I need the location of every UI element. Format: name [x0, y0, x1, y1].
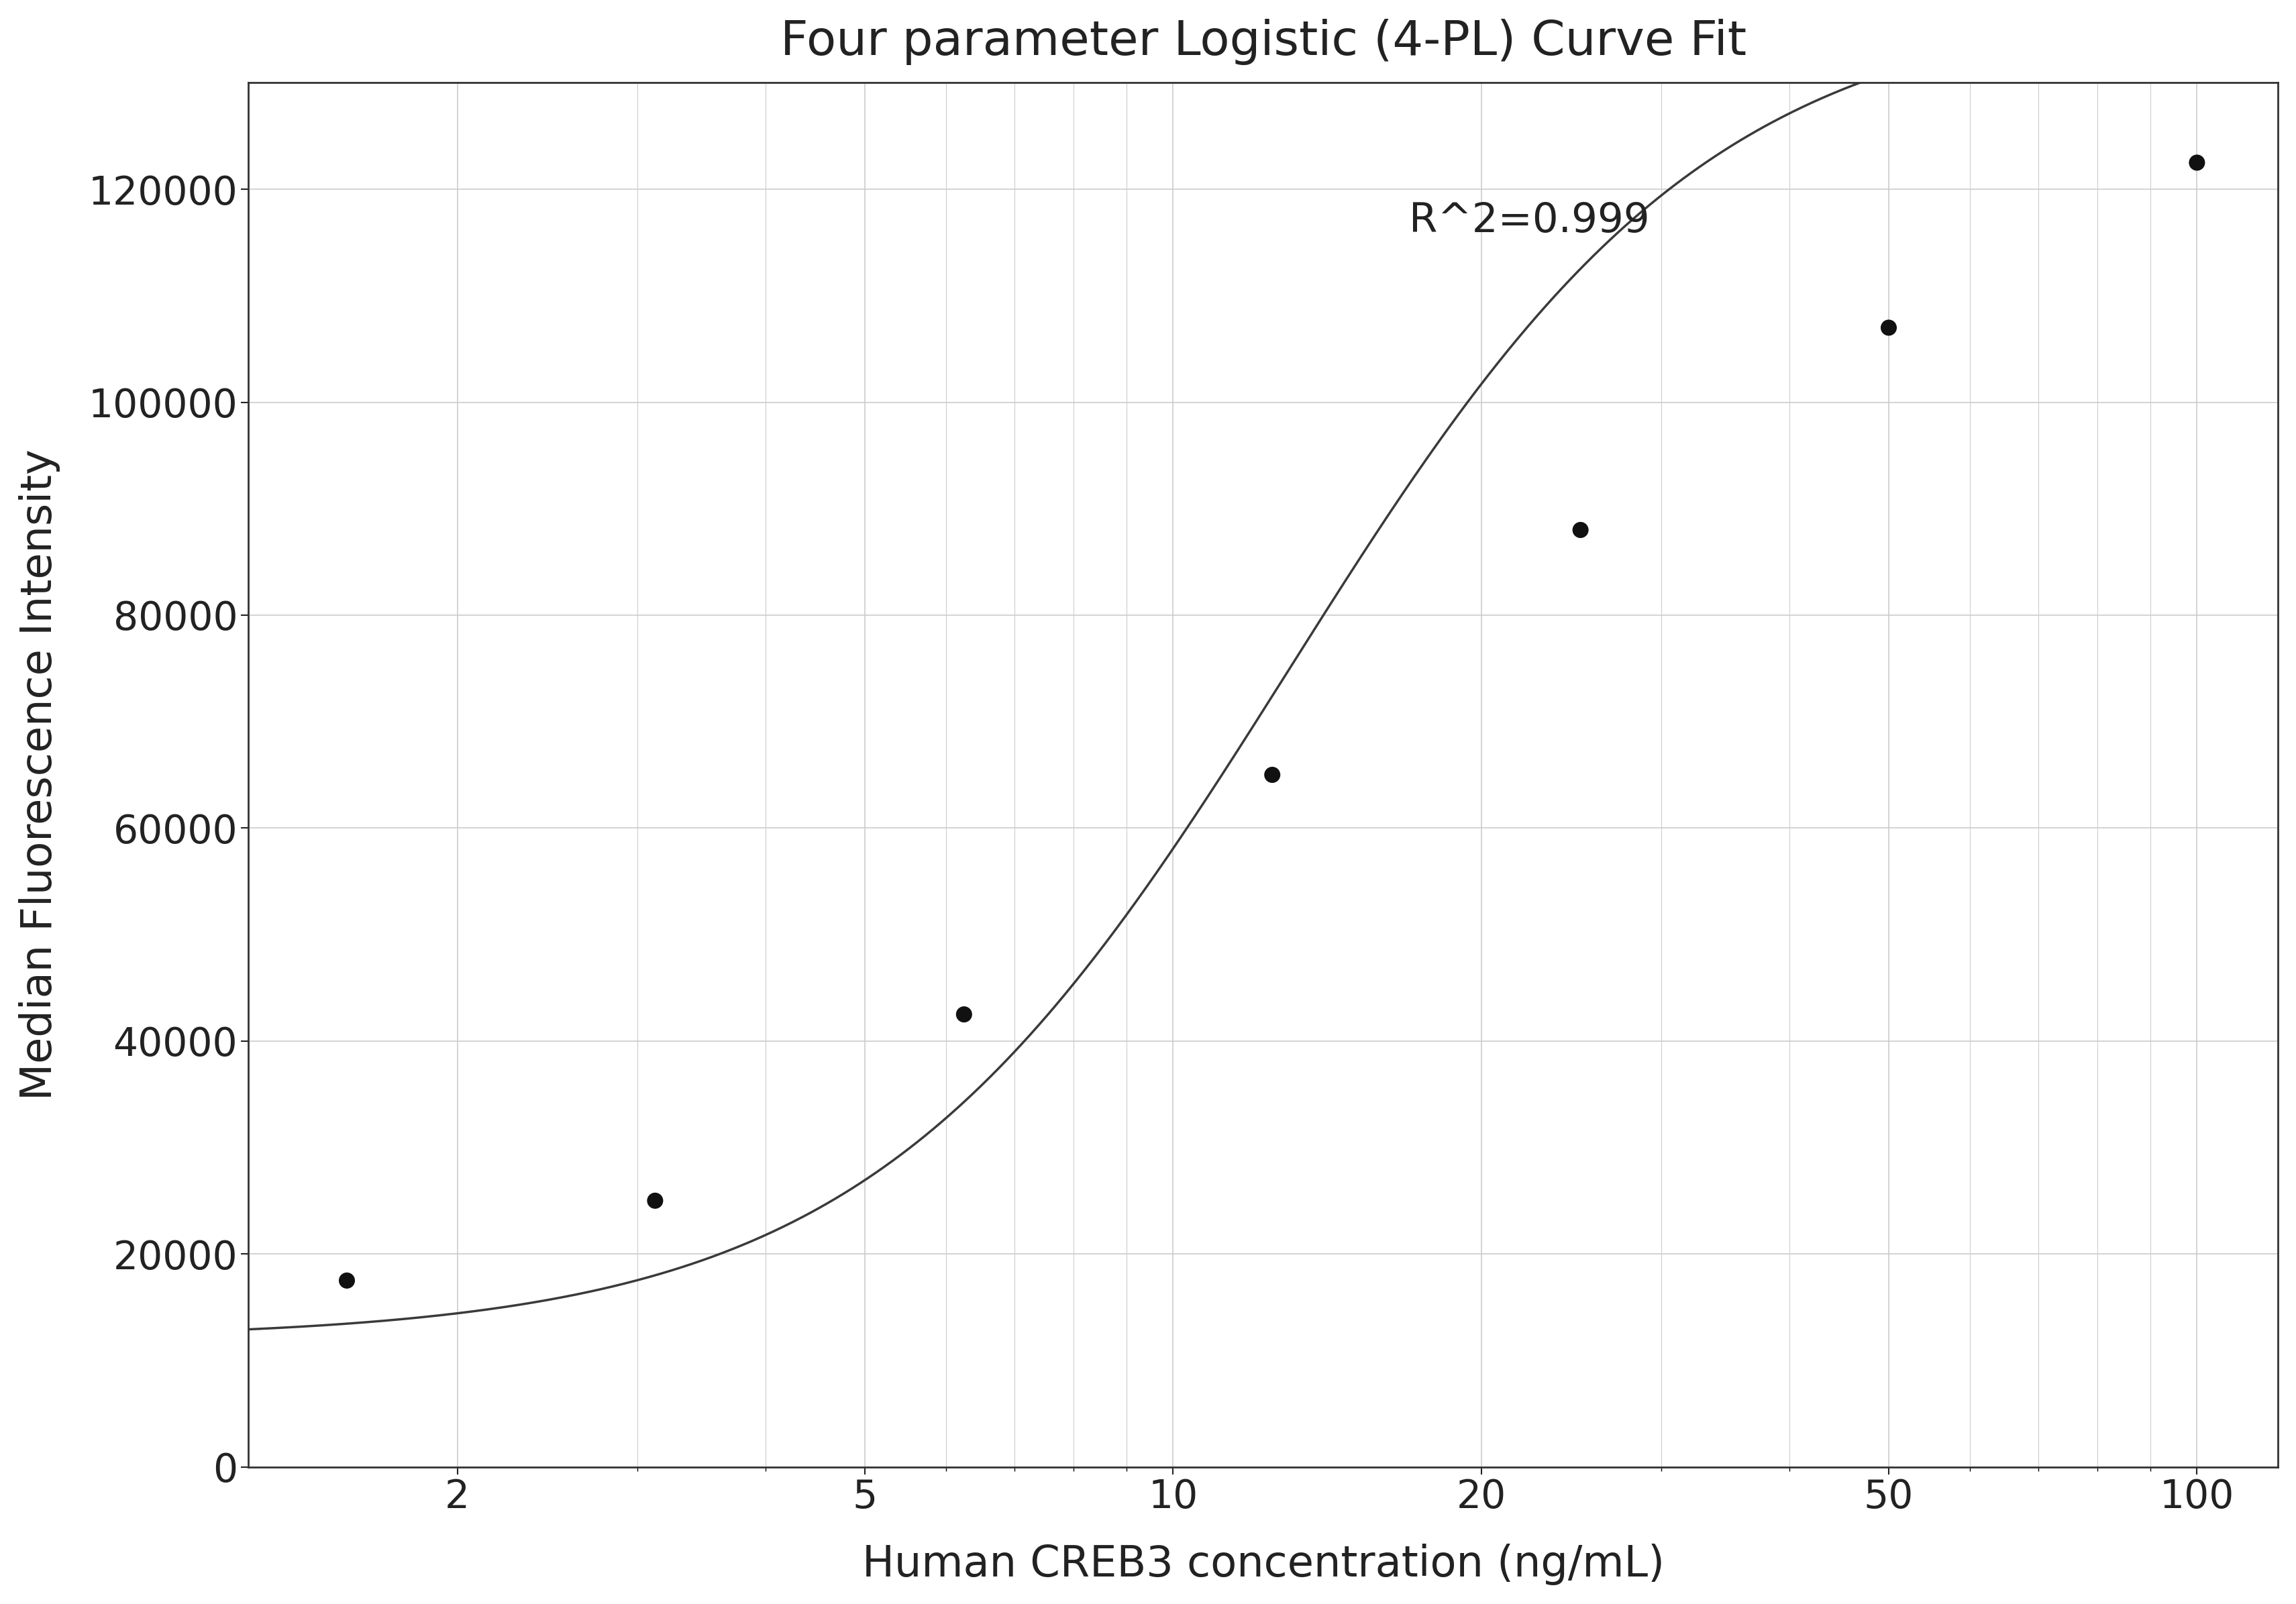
Point	[946, 1001, 983, 1027]
Point	[1561, 516, 1598, 542]
Title: Four parameter Logistic (4-PL) Curve Fit: Four parameter Logistic (4-PL) Curve Fit	[781, 19, 1745, 64]
Point	[1869, 314, 1906, 340]
Point	[1254, 762, 1290, 788]
Text: R^2=0.999: R^2=0.999	[1407, 200, 1649, 241]
Point	[328, 1267, 365, 1293]
Point	[636, 1189, 673, 1214]
Point	[2179, 149, 2216, 175]
X-axis label: Human CREB3 concentration (ng/mL): Human CREB3 concentration (ng/mL)	[861, 1543, 1665, 1585]
Y-axis label: Median Fluorescence Intensity: Median Fluorescence Intensity	[18, 449, 60, 1100]
